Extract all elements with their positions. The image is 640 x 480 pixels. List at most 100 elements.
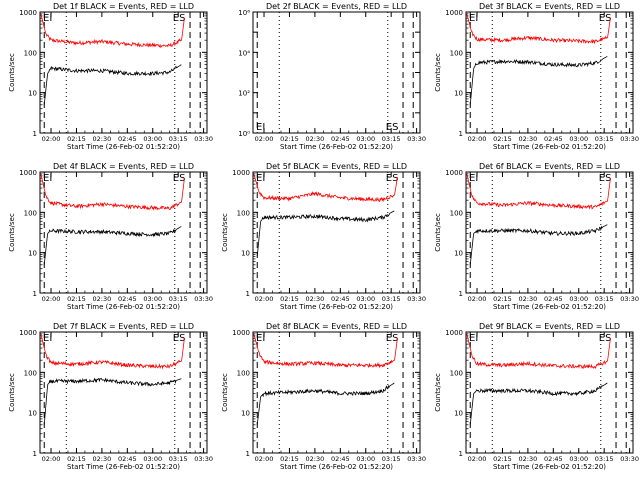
marker-es: ES bbox=[173, 333, 186, 344]
x-tick-label: 03:30 bbox=[194, 135, 213, 143]
x-tick-label: 03:15 bbox=[169, 455, 188, 463]
x-tick-label: 03:00 bbox=[569, 295, 588, 303]
y-tick-label: 1000 bbox=[445, 169, 463, 177]
panel-det-3: Det 3f BLACK = Events, RED = LLD 1 10 100 10… bbox=[434, 2, 639, 151]
x-tick-label: 03:30 bbox=[407, 455, 426, 463]
x-tick-label: 02:45 bbox=[118, 135, 137, 143]
series-lld-line bbox=[466, 13, 611, 45]
x-tick-label: 03:15 bbox=[382, 295, 401, 303]
x-tick-label: 02:15 bbox=[67, 455, 86, 463]
marker-es: ES bbox=[599, 333, 612, 344]
panel-title: Det 6f BLACK = Events, RED = LLD bbox=[479, 162, 620, 171]
x-tick-label: 02:30 bbox=[306, 135, 325, 143]
x-tick-label: 03:15 bbox=[169, 295, 188, 303]
y-axis-label: Counts/sec bbox=[221, 213, 229, 252]
x-tick-label: 03:00 bbox=[143, 135, 162, 143]
x-tick-label: 03:30 bbox=[194, 455, 213, 463]
y-tick-label: 100 bbox=[24, 209, 37, 217]
series-lld-line bbox=[40, 333, 185, 370]
marker-ei: EI bbox=[256, 173, 265, 184]
y-tick-label: 1 bbox=[246, 290, 250, 298]
x-tick-label: 02:45 bbox=[331, 135, 350, 143]
x-tick-label: 02:30 bbox=[519, 135, 538, 143]
x-tick-label: 03:15 bbox=[382, 135, 401, 143]
x-tick-label: 02:00 bbox=[255, 295, 274, 303]
x-tick-label: 02:00 bbox=[468, 455, 487, 463]
series-events-line bbox=[43, 64, 182, 105]
x-tick-label: 03:30 bbox=[407, 295, 426, 303]
plot-frame bbox=[39, 171, 208, 294]
marker-es: ES bbox=[599, 173, 612, 184]
marker-ei: EI bbox=[43, 13, 52, 24]
x-tick-label: 02:30 bbox=[93, 135, 112, 143]
y-tick-label: 10 bbox=[454, 410, 463, 418]
x-tick-label: 02:00 bbox=[468, 295, 487, 303]
y-tick-label: 10⁰ bbox=[238, 130, 250, 138]
plot-frame bbox=[465, 171, 634, 294]
series-lld-line bbox=[253, 173, 398, 203]
x-tick-label: 02:45 bbox=[118, 295, 137, 303]
x-tick-label: 03:00 bbox=[569, 135, 588, 143]
y-tick-label: 10 bbox=[28, 250, 37, 258]
y-tick-label: 10 bbox=[28, 410, 37, 418]
panel-det-2: Det 2f BLACK = Events, RED = LLD 10⁰ 10² 10… bbox=[238, 2, 426, 151]
panel-title: Det 3f BLACK = Events, RED = LLD bbox=[479, 2, 620, 11]
panel-title: Det 4f BLACK = Events, RED = LLD bbox=[53, 162, 194, 171]
series-events-line bbox=[43, 226, 182, 265]
y-tick-label: 10⁴ bbox=[238, 49, 250, 57]
y-tick-label: 100 bbox=[24, 369, 37, 377]
x-tick-label: 03:30 bbox=[620, 295, 639, 303]
panel-det-4: Det 4f BLACK = Events, RED = LLD 1 10 100 10… bbox=[8, 162, 213, 311]
y-tick-label: 1000 bbox=[445, 329, 463, 337]
marker-ei: EI bbox=[469, 13, 478, 24]
series-lld-line bbox=[466, 333, 611, 370]
x-tick-label: 03:00 bbox=[143, 455, 162, 463]
y-tick-label: 10 bbox=[241, 250, 250, 258]
y-tick-label: 10 bbox=[454, 250, 463, 258]
marker-es: ES bbox=[599, 13, 612, 24]
x-axis-label: Start Time (26-Feb-02 01:52:20) bbox=[67, 303, 180, 311]
x-tick-label: 03:00 bbox=[356, 455, 375, 463]
x-tick-label: 02:30 bbox=[519, 455, 538, 463]
x-tick-label: 02:00 bbox=[42, 295, 61, 303]
series-lld-line bbox=[466, 173, 611, 210]
x-axis-label: Start Time (26-Feb-02 01:52:20) bbox=[493, 143, 606, 151]
x-tick-label: 02:45 bbox=[544, 455, 563, 463]
plot-frame bbox=[465, 11, 634, 134]
series-lld-line bbox=[40, 13, 185, 48]
panel-title: Det 2f BLACK = Events, RED = LLD bbox=[266, 2, 407, 11]
marker-ei: EI bbox=[43, 333, 52, 344]
panel-det-1: Det 1f BLACK = Events, RED = LLD 1 10 100 10… bbox=[8, 2, 213, 151]
y-tick-label: 10² bbox=[238, 90, 250, 98]
marker-es: ES bbox=[386, 333, 399, 344]
panel-det-9: Det 9f BLACK = Events, RED = LLD 1 10 100 10… bbox=[434, 322, 639, 471]
x-axis-label: Start Time (26-Feb-02 01:52:20) bbox=[493, 303, 606, 311]
y-tick-label: 10 bbox=[28, 90, 37, 98]
series-events-line bbox=[256, 382, 395, 425]
panel-det-7: Det 7f BLACK = Events, RED = LLD 1 10 100 10… bbox=[8, 322, 213, 471]
x-axis-label: Start Time (26-Feb-02 01:52:20) bbox=[67, 463, 180, 471]
x-tick-label: 03:00 bbox=[356, 135, 375, 143]
x-tick-label: 02:00 bbox=[42, 455, 61, 463]
x-tick-label: 02:30 bbox=[93, 455, 112, 463]
series-lld-line bbox=[40, 173, 185, 211]
x-tick-label: 03:30 bbox=[620, 455, 639, 463]
marker-es: ES bbox=[173, 173, 186, 184]
y-tick-label: 100 bbox=[237, 209, 250, 217]
x-tick-label: 02:15 bbox=[67, 135, 86, 143]
x-tick-label: 03:00 bbox=[569, 455, 588, 463]
plot-frame bbox=[252, 11, 421, 134]
marker-ei: EI bbox=[256, 122, 265, 133]
x-tick-label: 02:00 bbox=[255, 135, 274, 143]
y-tick-label: 1000 bbox=[445, 9, 463, 17]
x-axis-label: Start Time (26-Feb-02 01:52:20) bbox=[280, 463, 393, 471]
x-tick-label: 03:15 bbox=[595, 295, 614, 303]
y-tick-label: 1 bbox=[459, 130, 463, 138]
x-axis-label: Start Time (26-Feb-02 01:52:20) bbox=[280, 143, 393, 151]
series-events-line bbox=[43, 377, 182, 425]
x-tick-label: 03:30 bbox=[620, 135, 639, 143]
x-tick-label: 03:30 bbox=[407, 135, 426, 143]
plot-frame bbox=[39, 11, 208, 134]
y-tick-label: 10 bbox=[241, 410, 250, 418]
series-events-line bbox=[256, 210, 395, 257]
